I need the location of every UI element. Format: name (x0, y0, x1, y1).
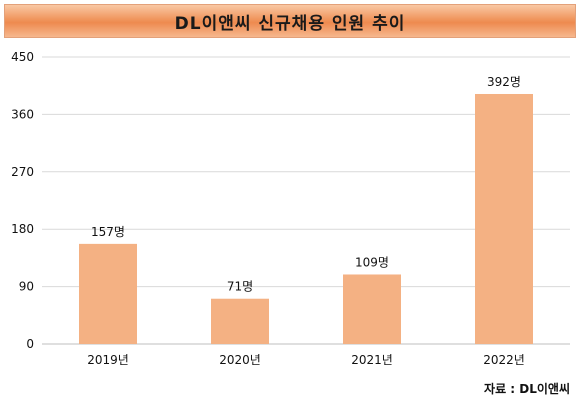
data-label: 71명 (227, 280, 253, 294)
chart-title-bar: DL이앤씨 신규채용 인원 추이 (4, 4, 576, 38)
chart-area: 0 90 180 270 360 450 157명 2019년 71명 2020년 109명 2021… (4, 42, 576, 378)
data-label: 392명 (487, 75, 521, 89)
bar (343, 274, 401, 344)
y-tick-label: 270 (11, 165, 34, 179)
y-tick-label: 90 (19, 280, 34, 294)
data-label: 109명 (355, 255, 389, 269)
y-tick-label: 360 (11, 107, 34, 121)
bar (79, 243, 137, 344)
x-tick-label: 2022년 (483, 353, 525, 367)
y-tick-label: 450 (11, 50, 34, 64)
bar (211, 298, 269, 344)
source-note: 자료 : DL이앤씨 (484, 382, 570, 396)
bar (475, 93, 533, 344)
y-tick-label: 0 (26, 337, 34, 351)
chart-title: DL이앤씨 신규채용 인원 추이 (174, 13, 406, 34)
x-tick-label: 2021년 (351, 353, 393, 367)
data-label: 157명 (91, 225, 125, 239)
y-tick-label: 180 (11, 222, 34, 236)
x-tick-label: 2019년 (87, 353, 129, 367)
bar-chart: 0 90 180 270 360 450 157명 2019년 71명 2020년 109명 2021… (11, 50, 570, 367)
x-tick-label: 2020년 (219, 353, 261, 367)
